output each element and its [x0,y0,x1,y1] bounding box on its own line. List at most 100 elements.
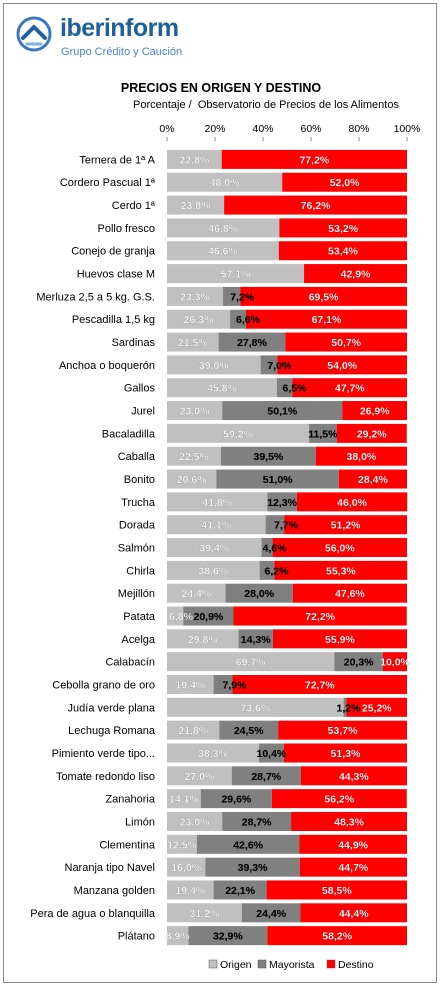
bar-segment-destino [338,469,407,489]
data-label-origen: 22,5% [179,451,209,463]
data-label-origen: 19,4% [175,680,205,692]
category-label: Pescadilla 1,5 kg [72,314,155,326]
bar-segment-mayorista [343,697,347,717]
category-label: Caballa [118,451,156,463]
category-label: Salmón [118,543,155,555]
data-label-origen: 41,8% [202,497,232,509]
bar-segment-origen [167,195,225,215]
data-label-mayorista: 4,6% [263,543,288,555]
data-label-mayorista: 10,4% [257,748,287,760]
data-label-destino: 44,3% [339,771,369,783]
data-label-origen: 39,4% [199,543,229,555]
bar-segment-mayorista [230,309,246,329]
bar-segment-origen [167,378,277,398]
bar-segment-mayorista [231,766,301,786]
data-label-destino: 29,2% [357,428,387,440]
bar-segment-origen [167,218,280,238]
bar-segment-destino [346,697,407,717]
data-label-destino: 47,7% [335,383,365,395]
bar-segment-mayorista [260,355,278,375]
bar-segment-mayorista [222,401,343,421]
data-label-mayorista: 24,4% [256,908,286,920]
bar-segment-origen [167,926,189,946]
bar-segment-mayorista [213,675,233,695]
category-label: Pollo fresco [98,223,155,235]
data-label-origen: 69,7% [236,657,266,669]
data-label-destino: 77,2% [299,154,329,166]
data-label-destino: 76,2% [301,200,331,212]
data-label-destino: 54,0% [327,360,357,372]
category-label: Plátano [118,931,155,943]
legend-label-mayorista: Mayorista [269,959,315,971]
brand-tagline: Grupo Crédito y Caución [61,46,183,58]
category-label: Lechuga Romana [68,725,156,737]
data-label-origen: 73,6% [240,702,270,714]
data-label-origen: 21,5% [178,337,208,349]
category-label: Chirla [126,565,156,577]
data-label-mayorista: 28,0% [244,588,274,600]
category-label: Sardinas [112,337,156,349]
data-label-destino: 56,2% [324,794,354,806]
data-label-destino: 44,7% [338,862,368,874]
category-label: Cerdo 1ª [112,200,156,212]
x-tick-label: 20% [204,123,225,135]
data-label-mayorista: 50,1% [267,406,297,418]
bar-segment-origen [167,172,283,192]
brand-name: iberinform [60,14,179,42]
bar-segment-destino [292,378,407,398]
bar-segment-mayorista [241,903,301,923]
bar-segment-origen [167,880,214,900]
bar-segment-origen [167,241,279,261]
data-label-destino: 72,7% [305,680,335,692]
data-label-destino: 56,0% [325,543,355,555]
bar-segment-mayorista [213,880,267,900]
data-label-origen: 21,8% [178,725,208,737]
bar-segment-origen [167,469,217,489]
bar-segment-mayorista [334,652,383,672]
data-label-destino: 52,0% [330,177,360,189]
category-label: Judía verde plana [68,702,156,714]
bar-segment-destino [284,515,407,535]
data-label-origen: 46,6% [208,246,238,258]
data-label-destino: 44,9% [338,839,368,851]
data-label-destino: 10,0% [380,657,410,669]
bar-segment-origen [167,675,214,695]
data-label-origen: 48,0% [210,177,240,189]
bar-segment-origen [167,492,268,512]
data-label-destino: 42,9% [341,269,371,281]
bar-segment-origen [167,560,260,580]
data-label-destino: 44,4% [339,908,369,920]
data-label-mayorista: 51,0% [263,474,293,486]
bar-segment-mayorista [225,583,293,603]
bar-segment-mayorista [188,926,268,946]
data-label-destino: 38,0% [347,451,377,463]
data-label-origen: 22,8% [179,154,209,166]
data-label-origen: 23,0% [180,816,210,828]
bar-segment-origen [167,743,259,763]
category-label: Cordero Pascual 1ª [60,177,156,189]
bar-segment-mayorista [183,606,234,626]
x-tick-label: 0% [159,123,174,135]
bar-segment-destino [224,195,407,215]
category-label: Huevos clase M [77,269,155,281]
data-label-mayorista: 20,3% [344,657,374,669]
data-label-mayorista: 22,1% [225,885,255,897]
data-label-mayorista: 28,7% [251,771,281,783]
bar-segment-mayorista [216,469,339,489]
bar-segment-mayorista [258,743,284,763]
data-label-destino: 58,2% [322,931,352,943]
data-label-mayorista: 32,9% [213,931,243,943]
data-label-destino: 46,0% [337,497,367,509]
bar-segment-destino [233,606,407,626]
bar-segment-mayorista [205,857,300,877]
data-label-destino: 50,7% [331,337,361,349]
bar-segment-destino [267,926,407,946]
bar-segment-origen [167,423,310,443]
bar-segment-destino [304,264,407,284]
bar-segment-destino [292,583,407,603]
category-label: Naranja tipo Navel [65,862,156,874]
data-label-origen: 45,8% [207,383,237,395]
bar-segment-origen [167,697,344,717]
data-label-origen: 31,2% [190,908,220,920]
data-label-origen: 26,3% [184,314,214,326]
